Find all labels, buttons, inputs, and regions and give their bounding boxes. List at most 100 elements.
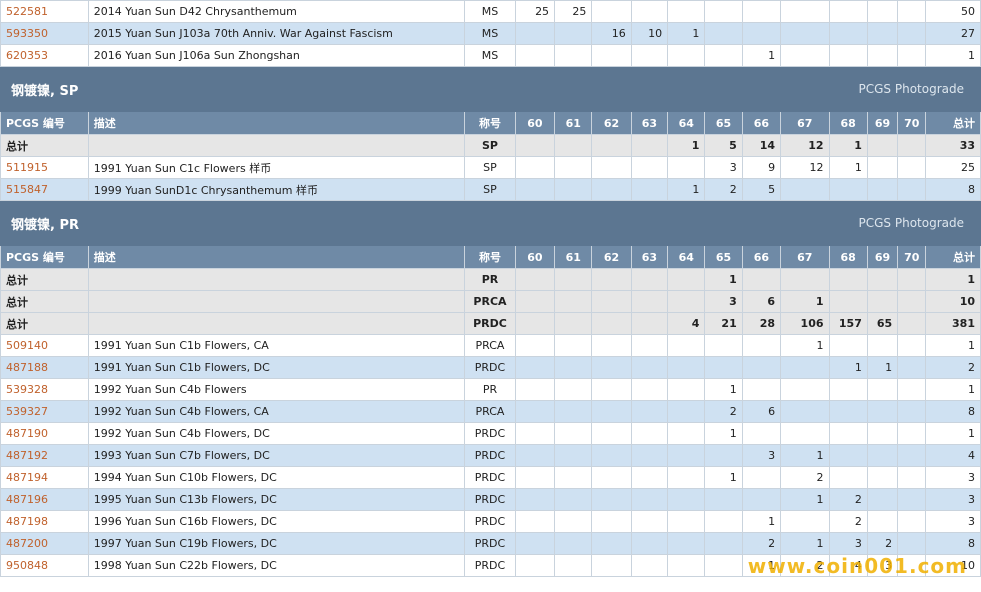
section-title: 钢镀镍, PR — [0, 200, 516, 246]
description-header: 描述 — [87, 111, 466, 135]
grade-count-cell — [554, 44, 593, 67]
grade-count-cell: 1 — [780, 334, 830, 357]
designation-cell: PRDC — [464, 532, 516, 555]
grade-count-cell — [828, 22, 868, 45]
total-cell: 381 — [925, 312, 981, 335]
grade-count-cell — [554, 378, 593, 401]
total-cell: 1 — [925, 378, 981, 401]
designation-cell: PR — [464, 378, 516, 401]
table-row: 487200 1997 Yuan Sun C19b Flowers, DC PRDC… — [0, 532, 981, 555]
grade-count-cell: 3 — [741, 444, 782, 467]
pcgs-number-link[interactable]: 487198 — [6, 515, 48, 528]
grade-count-cell — [554, 400, 593, 423]
pcgs-number-link[interactable]: 509140 — [6, 339, 48, 352]
grade-count-cell: 2 — [704, 178, 743, 201]
grade-count-cell: 6 — [741, 290, 782, 313]
designation-cell: SP — [464, 178, 516, 201]
grade-count-cell — [591, 44, 632, 67]
grade-count-cell — [554, 178, 593, 201]
designation-cell: PRCA — [464, 334, 516, 357]
grade-count-cell — [514, 554, 556, 577]
photograde-link[interactable]: PCGS Photograde — [514, 66, 981, 112]
grade-count-cell — [667, 510, 706, 533]
description-cell: 2015 Yuan Sun J103a 70th Anniv. War Agai… — [87, 22, 466, 45]
grade-count-cell — [704, 0, 743, 23]
grade-count-cell — [591, 444, 632, 467]
grade-header: 69 — [866, 245, 899, 269]
grade-count-cell — [630, 532, 669, 555]
grade-count-cell — [514, 156, 556, 179]
designation-cell: SP — [464, 156, 516, 179]
grade-count-cell — [591, 334, 632, 357]
pcgs-number-link[interactable]: 539328 — [6, 383, 48, 396]
pcgs-number-link[interactable]: 620353 — [6, 49, 48, 62]
grade-count-cell: 1 — [704, 466, 743, 489]
description-cell: 1998 Yuan Sun C22b Flowers, DC — [87, 554, 466, 577]
table-row: 593350 2015 Yuan Sun J103a 70th Anniv. Wa… — [0, 22, 981, 45]
total-cell: 27 — [925, 22, 981, 45]
grade-count-cell — [866, 422, 899, 445]
grade-count-cell — [514, 44, 556, 67]
grade-count-cell — [591, 532, 632, 555]
grade-count-cell: 2 — [704, 400, 743, 423]
grade-count-cell — [828, 466, 868, 489]
pcgs-number-link[interactable]: 593350 — [6, 27, 48, 40]
grade-count-cell — [704, 444, 743, 467]
grade-count-cell — [591, 290, 632, 313]
grade-header: 68 — [828, 111, 868, 135]
pcgs-number-link[interactable]: 487188 — [6, 361, 48, 374]
pcgs-number-link[interactable]: 487190 — [6, 427, 48, 440]
total-cell: 3 — [925, 510, 981, 533]
pcgs-number-link[interactable]: 522581 — [6, 5, 48, 18]
grade-count-cell — [667, 422, 706, 445]
grade-count-cell — [828, 44, 868, 67]
grade-count-cell: 1 — [828, 134, 868, 157]
watermark: www.coin001.com — [747, 554, 967, 578]
pcgs-number-cell: 487196 — [0, 488, 89, 511]
grade-count-cell: 9 — [741, 156, 782, 179]
grade-count-cell — [828, 444, 868, 467]
grade-count-cell — [828, 422, 868, 445]
designation-cell: PRDC — [464, 554, 516, 577]
photograde-link[interactable]: PCGS Photograde — [514, 200, 981, 246]
grade-count-cell — [897, 44, 927, 67]
designation-cell: PRDC — [464, 488, 516, 511]
grade-count-cell — [741, 422, 782, 445]
description-cell: 1995 Yuan Sun C13b Flowers, DC — [87, 488, 466, 511]
grade-count-cell — [667, 400, 706, 423]
pcgs-number-link[interactable]: 487200 — [6, 537, 48, 550]
description-cell: 1997 Yuan Sun C19b Flowers, DC — [87, 532, 466, 555]
grade-count-cell — [741, 488, 782, 511]
column-header-row: PCGS 编号 描述 称号 60 61 62 63 64 65 66 67 68 69 70 总计 — [0, 111, 981, 135]
description-cell: 1991 Yuan Sun C1b Flowers, DC — [87, 356, 466, 379]
description-cell: 1999 Yuan SunD1c Chrysanthemum 样币 — [87, 178, 466, 201]
grade-count-cell — [897, 0, 927, 23]
grade-header: 70 — [897, 111, 927, 135]
grade-count-cell — [591, 554, 632, 577]
totals-row: 总计 PR 1 1 — [0, 268, 981, 291]
grade-count-cell — [704, 488, 743, 511]
pcgs-number-link[interactable]: 515847 — [6, 183, 48, 196]
pcgs-number-link[interactable]: 487194 — [6, 471, 48, 484]
pcgs-number-link[interactable]: 539327 — [6, 405, 48, 418]
pcgs-number-link[interactable]: 950848 — [6, 559, 48, 572]
table-row: 522581 2014 Yuan Sun D42 Chrysanthemum MS 2… — [0, 0, 981, 23]
grade-count-cell — [514, 400, 556, 423]
grade-count-cell — [667, 532, 706, 555]
grade-count-cell — [866, 488, 899, 511]
grade-count-cell — [514, 378, 556, 401]
grade-count-cell — [741, 22, 782, 45]
pcgs-number-link[interactable]: 487196 — [6, 493, 48, 506]
grade-count-cell — [897, 22, 927, 45]
grade-count-cell: 2 — [741, 532, 782, 555]
pcgs-number-cell: 515847 — [0, 178, 89, 201]
grade-count-cell — [554, 312, 593, 335]
grade-count-cell — [897, 488, 927, 511]
designation-cell: PRDC — [464, 444, 516, 467]
designation-cell: PRCA — [464, 290, 516, 313]
table-row: 515847 1999 Yuan SunD1c Chrysanthemum 样币 S… — [0, 178, 981, 201]
grade-header: 62 — [591, 111, 632, 135]
pcgs-number-link[interactable]: 487192 — [6, 449, 48, 462]
grade-count-cell — [630, 156, 669, 179]
pcgs-number-link[interactable]: 511915 — [6, 161, 48, 174]
